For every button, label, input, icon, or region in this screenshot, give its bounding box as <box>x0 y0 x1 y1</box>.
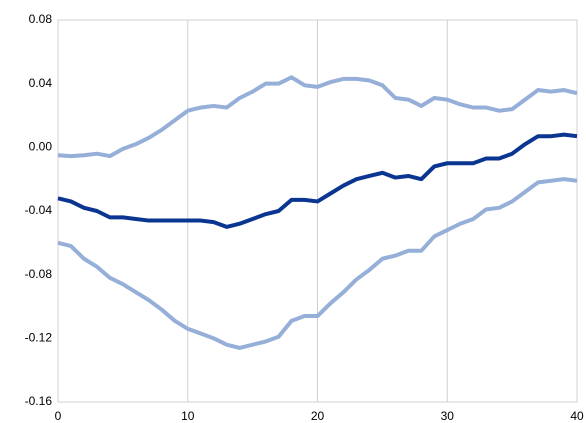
x-tick-label: 40 <box>570 409 584 423</box>
y-tick-label: -0.04 <box>25 203 53 217</box>
x-tick-label: 0 <box>55 409 62 423</box>
y-tick-label: 0.08 <box>29 12 53 26</box>
x-tick-label: 10 <box>181 409 195 423</box>
y-tick-label: 0.04 <box>29 76 53 90</box>
data-line <box>57 177 578 350</box>
y-tick-label: -0.16 <box>25 394 53 408</box>
y-tick-label: -0.08 <box>25 267 53 281</box>
y-tick-label: 0.00 <box>29 140 53 154</box>
data-line <box>57 132 578 229</box>
y-tick-label: -0.12 <box>25 331 53 345</box>
x-tick-label: 30 <box>441 409 455 423</box>
data-line <box>57 75 578 159</box>
x-tick-label: 20 <box>311 409 325 423</box>
